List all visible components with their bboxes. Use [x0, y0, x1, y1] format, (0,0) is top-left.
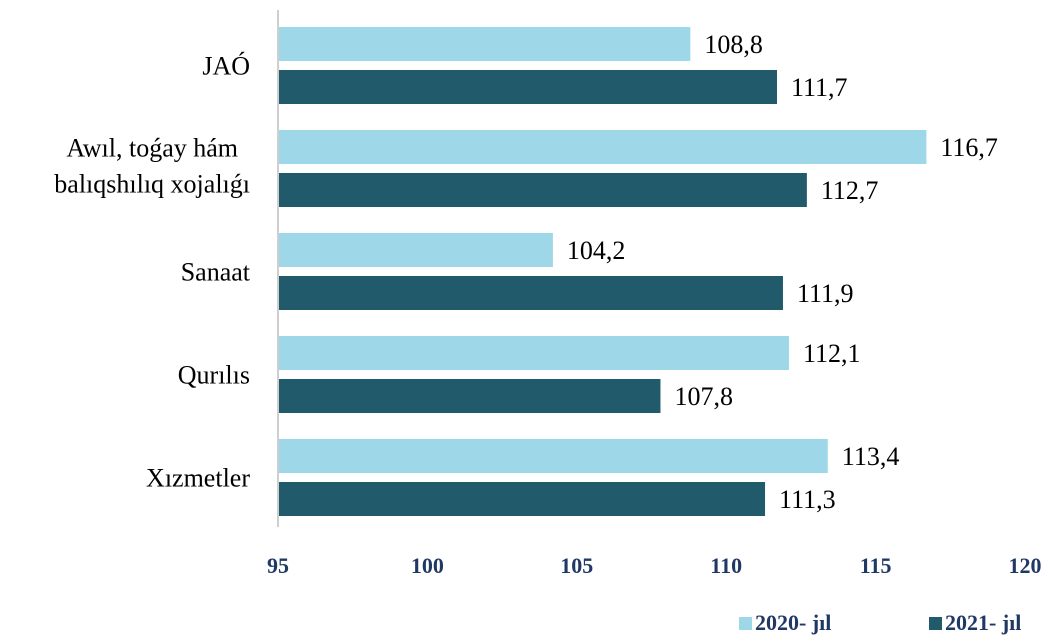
bar-series1-1: [279, 130, 927, 164]
x-tick-label: 120: [1009, 553, 1042, 578]
value-label: 111,9: [797, 279, 854, 308]
bar-series1-3: [279, 336, 789, 370]
value-label: 112,1: [803, 339, 861, 368]
value-label: 104,2: [567, 236, 626, 265]
value-label: 107,8: [674, 382, 733, 411]
bars-group: [279, 27, 927, 516]
bar-series2-0: [279, 70, 777, 104]
bar-series2-3: [279, 379, 661, 413]
category-label: balıqshılıq xojalıǵı: [54, 170, 250, 199]
bar-series1-4: [279, 439, 828, 473]
bar-series2-4: [279, 482, 766, 516]
value-label: 116,7: [940, 133, 998, 162]
x-axis-ticks: 95 100 105 110 115 120: [267, 553, 1042, 578]
category-label: Xızmetler: [146, 464, 250, 493]
bar-series1-0: [279, 27, 691, 61]
value-label: 108,8: [704, 30, 763, 59]
category-labels: JAÓ Awıl, toǵay hám balıqshılıq xojalıǵı Sa…: [54, 52, 250, 493]
legend-label: 2020- jıl: [755, 610, 831, 635]
value-label: 112,7: [821, 176, 879, 205]
value-label: 111,7: [791, 73, 848, 102]
x-tick-label: 100: [411, 553, 444, 578]
category-label: JAÓ: [202, 52, 250, 81]
legend-swatch: [929, 617, 942, 630]
bar-series1-2: [279, 233, 553, 267]
value-labels: 108,8 111,7 116,7 112,7 104,2 111,9 112,1 107,8…: [567, 30, 998, 514]
bar-series2-1: [279, 173, 807, 207]
x-tick-label: 95: [267, 553, 289, 578]
x-tick-label: 105: [560, 553, 593, 578]
value-label: 113,4: [842, 442, 900, 471]
x-tick-label: 110: [710, 553, 742, 578]
category-label: Qurılıs: [178, 361, 250, 390]
category-label: Awıl, toǵay hám: [66, 134, 238, 163]
bar-series2-2: [279, 276, 783, 310]
value-label: 111,3: [779, 485, 836, 514]
x-tick-label: 115: [860, 553, 892, 578]
category-label: Sanaat: [181, 258, 251, 287]
legend-swatch: [739, 617, 752, 630]
legend: 2020- jıl 2021- jıl: [739, 610, 1021, 635]
legend-label: 2021- jıl: [945, 610, 1021, 635]
